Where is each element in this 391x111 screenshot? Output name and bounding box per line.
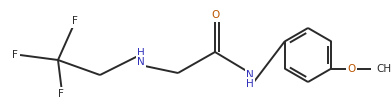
Text: N: N [137,57,145,67]
Text: O: O [347,63,355,73]
Text: H: H [246,79,254,89]
Text: H: H [137,48,145,58]
Text: CH₃: CH₃ [377,63,391,73]
Text: F: F [12,50,18,60]
Text: F: F [72,16,78,26]
Text: O: O [212,10,220,20]
Text: F: F [58,89,64,99]
Text: N: N [246,70,254,80]
